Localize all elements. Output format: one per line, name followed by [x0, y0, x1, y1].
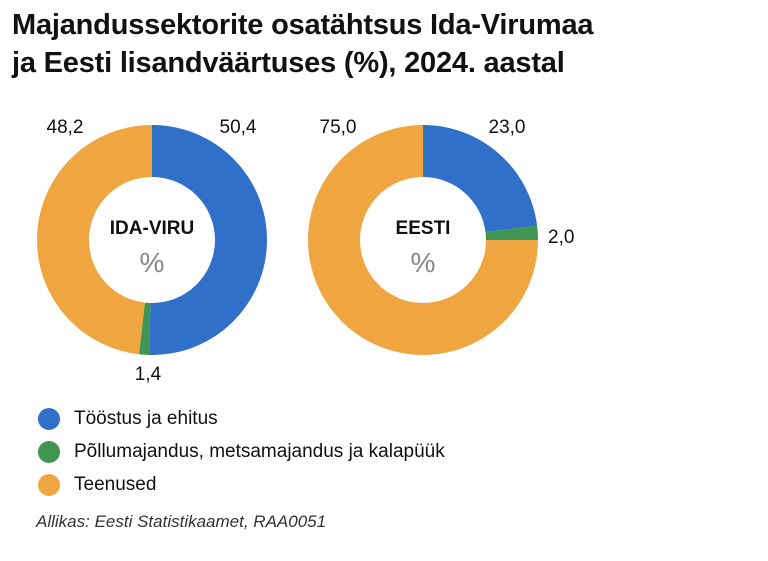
legend-item-agriculture: Põllumajandus, metsamajandus ja kalapüük	[38, 435, 445, 468]
legend-label: Teenused	[74, 473, 157, 495]
legend: Tööstus ja ehitus Põllumajandus, metsama…	[38, 402, 445, 501]
value-label: 50,4	[220, 117, 257, 138]
legend-swatch	[38, 440, 60, 463]
chart-title: Majandussektorite osatähtsus Ida-Virumaa…	[12, 6, 594, 82]
legend-item-industry: Tööstus ja ehitus	[38, 402, 445, 435]
donut-slice	[485, 225, 538, 240]
donut-slice	[37, 125, 152, 355]
donut-slice	[139, 302, 151, 355]
donut-slice	[308, 125, 538, 355]
legend-swatch	[38, 473, 60, 496]
value-label: 75,0	[320, 117, 357, 138]
legend-label: Tööstus ja ehitus	[74, 407, 218, 429]
unit-label: %	[140, 247, 165, 278]
center-label: EESTI	[396, 218, 451, 239]
title-line-2: ja Eesti lisandväärtuses (%), 2024. aast…	[12, 47, 565, 79]
center-label: IDA-VIRU	[110, 218, 194, 239]
donut-slice	[149, 125, 268, 356]
value-label: 23,0	[489, 117, 526, 138]
legend-label: Põllumajandus, metsamajandus ja kalapüük	[74, 440, 445, 462]
value-label: 2,0	[548, 227, 574, 248]
value-label: 48,2	[47, 117, 84, 138]
source-note: Allikas: Eesti Statistikaamet, RAA0051	[36, 512, 327, 531]
donut-slice	[423, 125, 538, 233]
title-line-1: Majandussektorite osatähtsus Ida-Virumaa	[12, 9, 594, 41]
unit-label: %	[411, 247, 436, 278]
legend-swatch	[38, 407, 60, 430]
value-label: 1,4	[135, 364, 162, 385]
legend-item-services: Teenused	[38, 468, 445, 501]
